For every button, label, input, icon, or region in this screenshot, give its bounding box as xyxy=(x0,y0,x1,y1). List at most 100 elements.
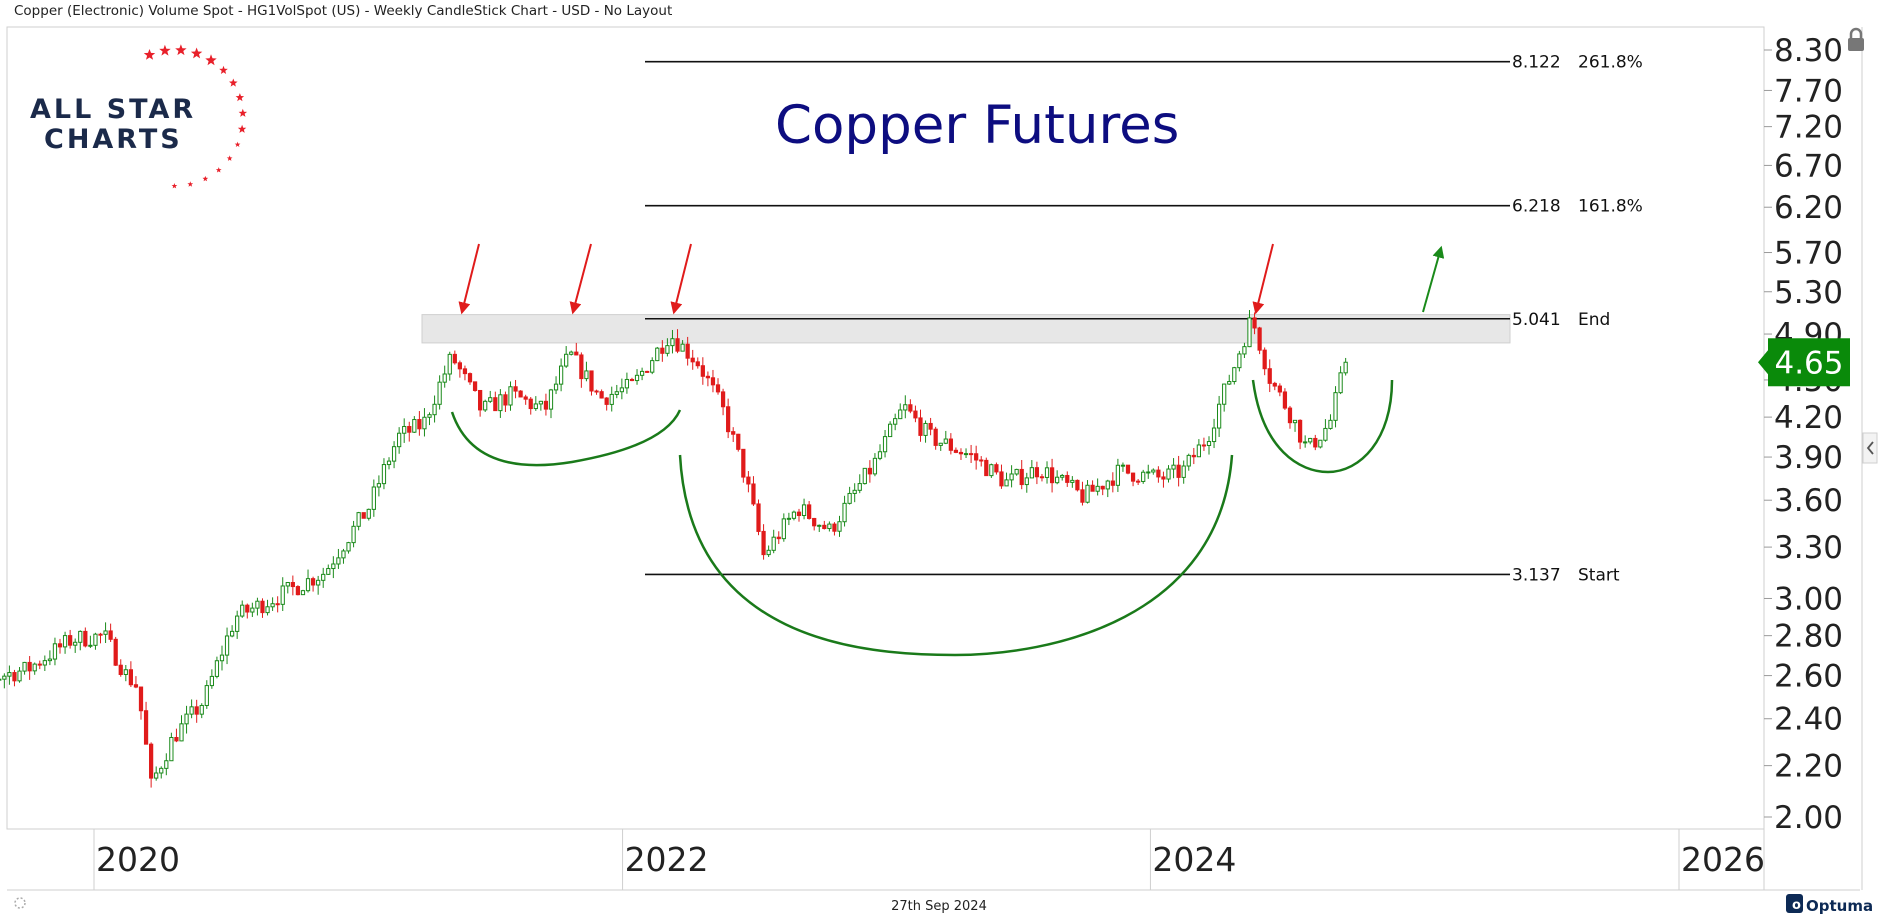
candle-body xyxy=(1262,349,1267,370)
candle-body xyxy=(923,422,928,436)
candle-body xyxy=(295,586,301,596)
candle-body xyxy=(822,524,827,530)
candle-body xyxy=(255,600,260,609)
candle-body xyxy=(472,381,478,391)
candle-body xyxy=(887,423,893,438)
candle-body xyxy=(882,436,888,453)
candle-body xyxy=(402,425,407,434)
price-tick-label: 4.20 xyxy=(1774,400,1843,436)
candle-body xyxy=(538,400,543,405)
candle-body xyxy=(812,517,817,527)
candle-body xyxy=(1049,467,1055,484)
candle-body xyxy=(938,442,943,446)
candle-body xyxy=(432,403,437,416)
candle-body xyxy=(645,370,650,373)
candle-body xyxy=(1009,473,1014,481)
candle-body xyxy=(599,391,604,399)
price-axis: 2.00 2.20 2.40 2.60 2.803.00 3.30 3.60 3.90 4.20… xyxy=(1764,33,1843,836)
current-price-badge: 4.65 xyxy=(1758,338,1850,387)
candle-body xyxy=(968,453,974,456)
year-tick-label: 2020 xyxy=(96,840,180,879)
candle-body xyxy=(553,383,559,391)
lock-icon[interactable] xyxy=(1848,27,1864,51)
candle-body xyxy=(1222,383,1227,405)
candle-body xyxy=(214,660,220,677)
candle-body xyxy=(1232,367,1237,383)
candle-body xyxy=(746,476,751,485)
candle-body xyxy=(93,633,98,646)
candle-body xyxy=(893,418,898,425)
candle-body xyxy=(1242,346,1247,355)
candle-body xyxy=(862,467,867,485)
candle-body xyxy=(371,486,376,510)
candle-body xyxy=(133,684,139,688)
candle-body xyxy=(1323,427,1328,441)
candle-body xyxy=(422,416,427,430)
candle-body xyxy=(503,394,508,406)
candle-body xyxy=(1333,392,1338,421)
fib-levels: 8.122 261.8% 6.218 161.8% 5.041 End 3.137 Start xyxy=(645,53,1643,585)
candle-body xyxy=(265,606,270,614)
candle-body xyxy=(715,384,721,393)
candle-body xyxy=(407,425,412,433)
candle-body xyxy=(1105,480,1110,490)
candle-body xyxy=(508,386,513,406)
candle-body xyxy=(199,704,204,715)
candle-body xyxy=(807,504,812,519)
logo-star xyxy=(171,183,178,189)
candle-body xyxy=(705,375,711,379)
candle-body xyxy=(478,389,483,411)
price-tick-label: 7.20 xyxy=(1774,110,1843,146)
candle-body xyxy=(1065,474,1070,483)
candle-body xyxy=(245,604,250,613)
candle-body xyxy=(229,630,235,637)
candle-body xyxy=(346,542,351,552)
candle-body xyxy=(1303,441,1308,444)
candle-body xyxy=(1206,441,1212,446)
candle-body xyxy=(326,568,331,575)
handle-arc xyxy=(1251,379,1394,474)
candle-body xyxy=(943,438,948,444)
price-tick-label: 5.30 xyxy=(1774,275,1843,311)
candle-body xyxy=(1125,464,1131,474)
candle-body xyxy=(209,675,214,687)
footer-date: 27th Sep 2024 xyxy=(891,899,987,914)
candle-body xyxy=(1151,469,1156,473)
candle-body xyxy=(933,428,938,446)
candle-body xyxy=(1297,419,1303,443)
candle-body xyxy=(872,457,878,475)
logo-star xyxy=(234,141,241,147)
candle-body xyxy=(138,686,144,712)
candle-body xyxy=(1313,437,1318,448)
candle-body xyxy=(1186,454,1191,467)
candle-body xyxy=(457,362,463,370)
candle-body xyxy=(857,483,862,491)
settings-icon[interactable] xyxy=(14,897,26,909)
candle-body xyxy=(852,489,857,494)
candle-body xyxy=(817,524,822,527)
candle-body xyxy=(224,635,230,656)
candle-body xyxy=(391,446,397,462)
candle-body xyxy=(660,347,665,354)
candle-body xyxy=(989,464,994,477)
candle-body xyxy=(467,373,473,383)
candle-body xyxy=(579,354,584,380)
candle-body xyxy=(720,391,726,408)
candle-body xyxy=(113,638,118,666)
price-tick-label: 3.60 xyxy=(1774,483,1843,519)
candle-body xyxy=(700,365,705,377)
candle-body xyxy=(913,410,918,419)
candle-body xyxy=(953,449,959,453)
candle-body xyxy=(149,743,154,779)
candle-body xyxy=(1176,464,1181,478)
candle-body xyxy=(1100,485,1105,490)
candle-body xyxy=(1338,372,1343,394)
current-price-label: 4.65 xyxy=(1774,345,1843,381)
candle-body xyxy=(1252,317,1257,329)
collapse-panel-icon[interactable] xyxy=(1862,432,1878,464)
candle-body xyxy=(1181,465,1186,478)
candle-body xyxy=(143,710,149,745)
candle-body xyxy=(189,706,194,715)
candle-body xyxy=(548,389,554,410)
